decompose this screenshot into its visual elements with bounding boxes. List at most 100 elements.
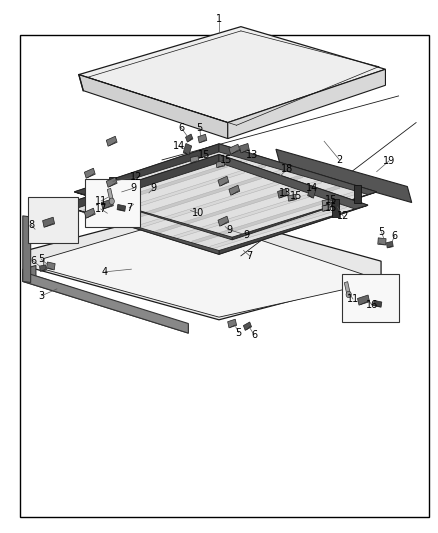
Polygon shape	[386, 241, 393, 248]
Polygon shape	[26, 208, 381, 320]
Polygon shape	[219, 205, 368, 254]
Polygon shape	[156, 187, 295, 234]
Polygon shape	[74, 192, 232, 240]
Polygon shape	[216, 161, 225, 167]
Polygon shape	[92, 153, 228, 199]
Polygon shape	[23, 216, 31, 282]
Polygon shape	[44, 216, 364, 317]
Polygon shape	[61, 205, 219, 254]
Polygon shape	[307, 187, 316, 198]
Polygon shape	[74, 144, 377, 240]
Polygon shape	[344, 281, 350, 295]
Polygon shape	[183, 143, 192, 155]
Text: 13: 13	[246, 150, 258, 159]
Polygon shape	[109, 177, 116, 195]
Circle shape	[346, 292, 351, 298]
Text: 13: 13	[279, 188, 291, 198]
Text: 17: 17	[95, 204, 107, 214]
Polygon shape	[357, 295, 370, 305]
Polygon shape	[106, 136, 117, 146]
Text: 15: 15	[220, 156, 232, 165]
Text: 9: 9	[243, 230, 249, 240]
Text: 6: 6	[392, 231, 398, 240]
Polygon shape	[61, 155, 368, 254]
Text: 7: 7	[126, 203, 132, 213]
Polygon shape	[102, 169, 244, 219]
Text: 8: 8	[28, 220, 34, 230]
Polygon shape	[167, 174, 303, 220]
Polygon shape	[229, 185, 240, 195]
Polygon shape	[79, 75, 228, 139]
Polygon shape	[219, 155, 368, 209]
Text: 15: 15	[325, 195, 337, 205]
Text: 15: 15	[198, 150, 210, 160]
Polygon shape	[373, 301, 382, 307]
Polygon shape	[61, 155, 219, 209]
Text: 6: 6	[251, 330, 257, 340]
Polygon shape	[278, 189, 287, 198]
Text: 1: 1	[216, 14, 222, 23]
Text: 5: 5	[38, 254, 44, 264]
Polygon shape	[210, 205, 346, 249]
Text: 10: 10	[192, 208, 205, 218]
Polygon shape	[198, 134, 207, 143]
Text: 2: 2	[336, 155, 343, 165]
Polygon shape	[322, 199, 331, 206]
Text: 14: 14	[306, 183, 318, 192]
Text: 16: 16	[366, 300, 378, 310]
Text: 9: 9	[131, 183, 137, 193]
Polygon shape	[228, 319, 237, 328]
Polygon shape	[138, 181, 279, 229]
Text: 5: 5	[378, 227, 385, 237]
Polygon shape	[174, 193, 312, 239]
Polygon shape	[23, 265, 188, 333]
Polygon shape	[86, 207, 93, 225]
Polygon shape	[354, 185, 361, 203]
Polygon shape	[240, 143, 249, 153]
Text: 15: 15	[290, 191, 302, 200]
Polygon shape	[85, 208, 95, 218]
Polygon shape	[244, 322, 251, 330]
Text: 5: 5	[236, 328, 242, 337]
Text: 12: 12	[130, 172, 142, 182]
Bar	[85, 179, 140, 227]
Polygon shape	[111, 158, 247, 204]
Polygon shape	[106, 177, 117, 187]
Polygon shape	[46, 262, 55, 270]
Polygon shape	[85, 168, 95, 178]
Polygon shape	[107, 188, 113, 202]
Polygon shape	[117, 205, 126, 211]
Polygon shape	[218, 216, 229, 226]
Polygon shape	[101, 199, 113, 209]
Polygon shape	[186, 180, 321, 225]
Text: 7: 7	[247, 251, 253, 261]
Polygon shape	[42, 217, 55, 228]
Bar	[28, 197, 78, 243]
Polygon shape	[219, 144, 377, 195]
Circle shape	[109, 198, 114, 205]
Text: 4: 4	[102, 267, 108, 277]
Polygon shape	[148, 169, 284, 215]
Polygon shape	[74, 144, 219, 195]
Text: 9: 9	[150, 183, 156, 193]
Polygon shape	[79, 27, 385, 123]
Text: 11: 11	[347, 294, 359, 304]
Polygon shape	[228, 69, 385, 139]
Text: 5: 5	[197, 123, 203, 133]
Polygon shape	[288, 195, 297, 201]
Polygon shape	[190, 156, 199, 163]
Polygon shape	[130, 164, 265, 209]
Text: 11: 11	[95, 196, 107, 206]
Text: 15: 15	[325, 203, 337, 213]
Polygon shape	[322, 205, 331, 211]
Polygon shape	[232, 192, 377, 240]
Bar	[342, 274, 399, 322]
Text: 12: 12	[337, 212, 350, 221]
Text: 6: 6	[178, 123, 184, 133]
Polygon shape	[192, 199, 329, 244]
Polygon shape	[186, 134, 193, 142]
Polygon shape	[204, 185, 340, 231]
Text: 18: 18	[281, 165, 293, 174]
Text: 6: 6	[30, 256, 36, 266]
Text: 9: 9	[226, 225, 232, 235]
